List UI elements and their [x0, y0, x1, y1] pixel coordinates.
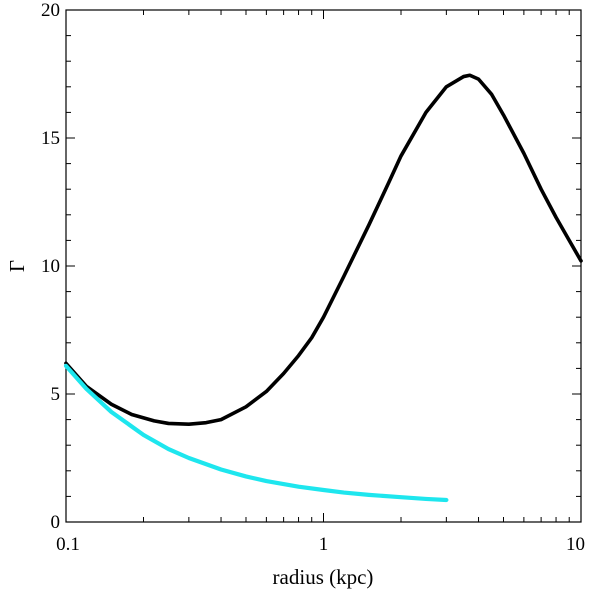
x-tick-label: 10	[566, 534, 585, 555]
series-group	[63, 73, 583, 503]
plot-frame	[65, 9, 582, 523]
x-tick-label: 1	[319, 534, 329, 555]
y-tick-label: 20	[41, 0, 60, 21]
y-tick-label: 5	[51, 384, 61, 405]
y-axis-label: Γ	[5, 260, 29, 272]
y-tick-label: 0	[51, 512, 61, 533]
tick-labels: 0 5 10 15 20 0.1 1 10	[41, 0, 585, 555]
x-tick-label: 0.1	[56, 534, 80, 555]
series-line-2	[63, 363, 449, 503]
series-line-1	[64, 73, 583, 427]
y-tick-label: 15	[41, 128, 60, 149]
x-axis-label: radius (kpc)	[273, 565, 374, 589]
y-tick-label: 10	[41, 256, 60, 277]
ticks	[65, 9, 582, 523]
